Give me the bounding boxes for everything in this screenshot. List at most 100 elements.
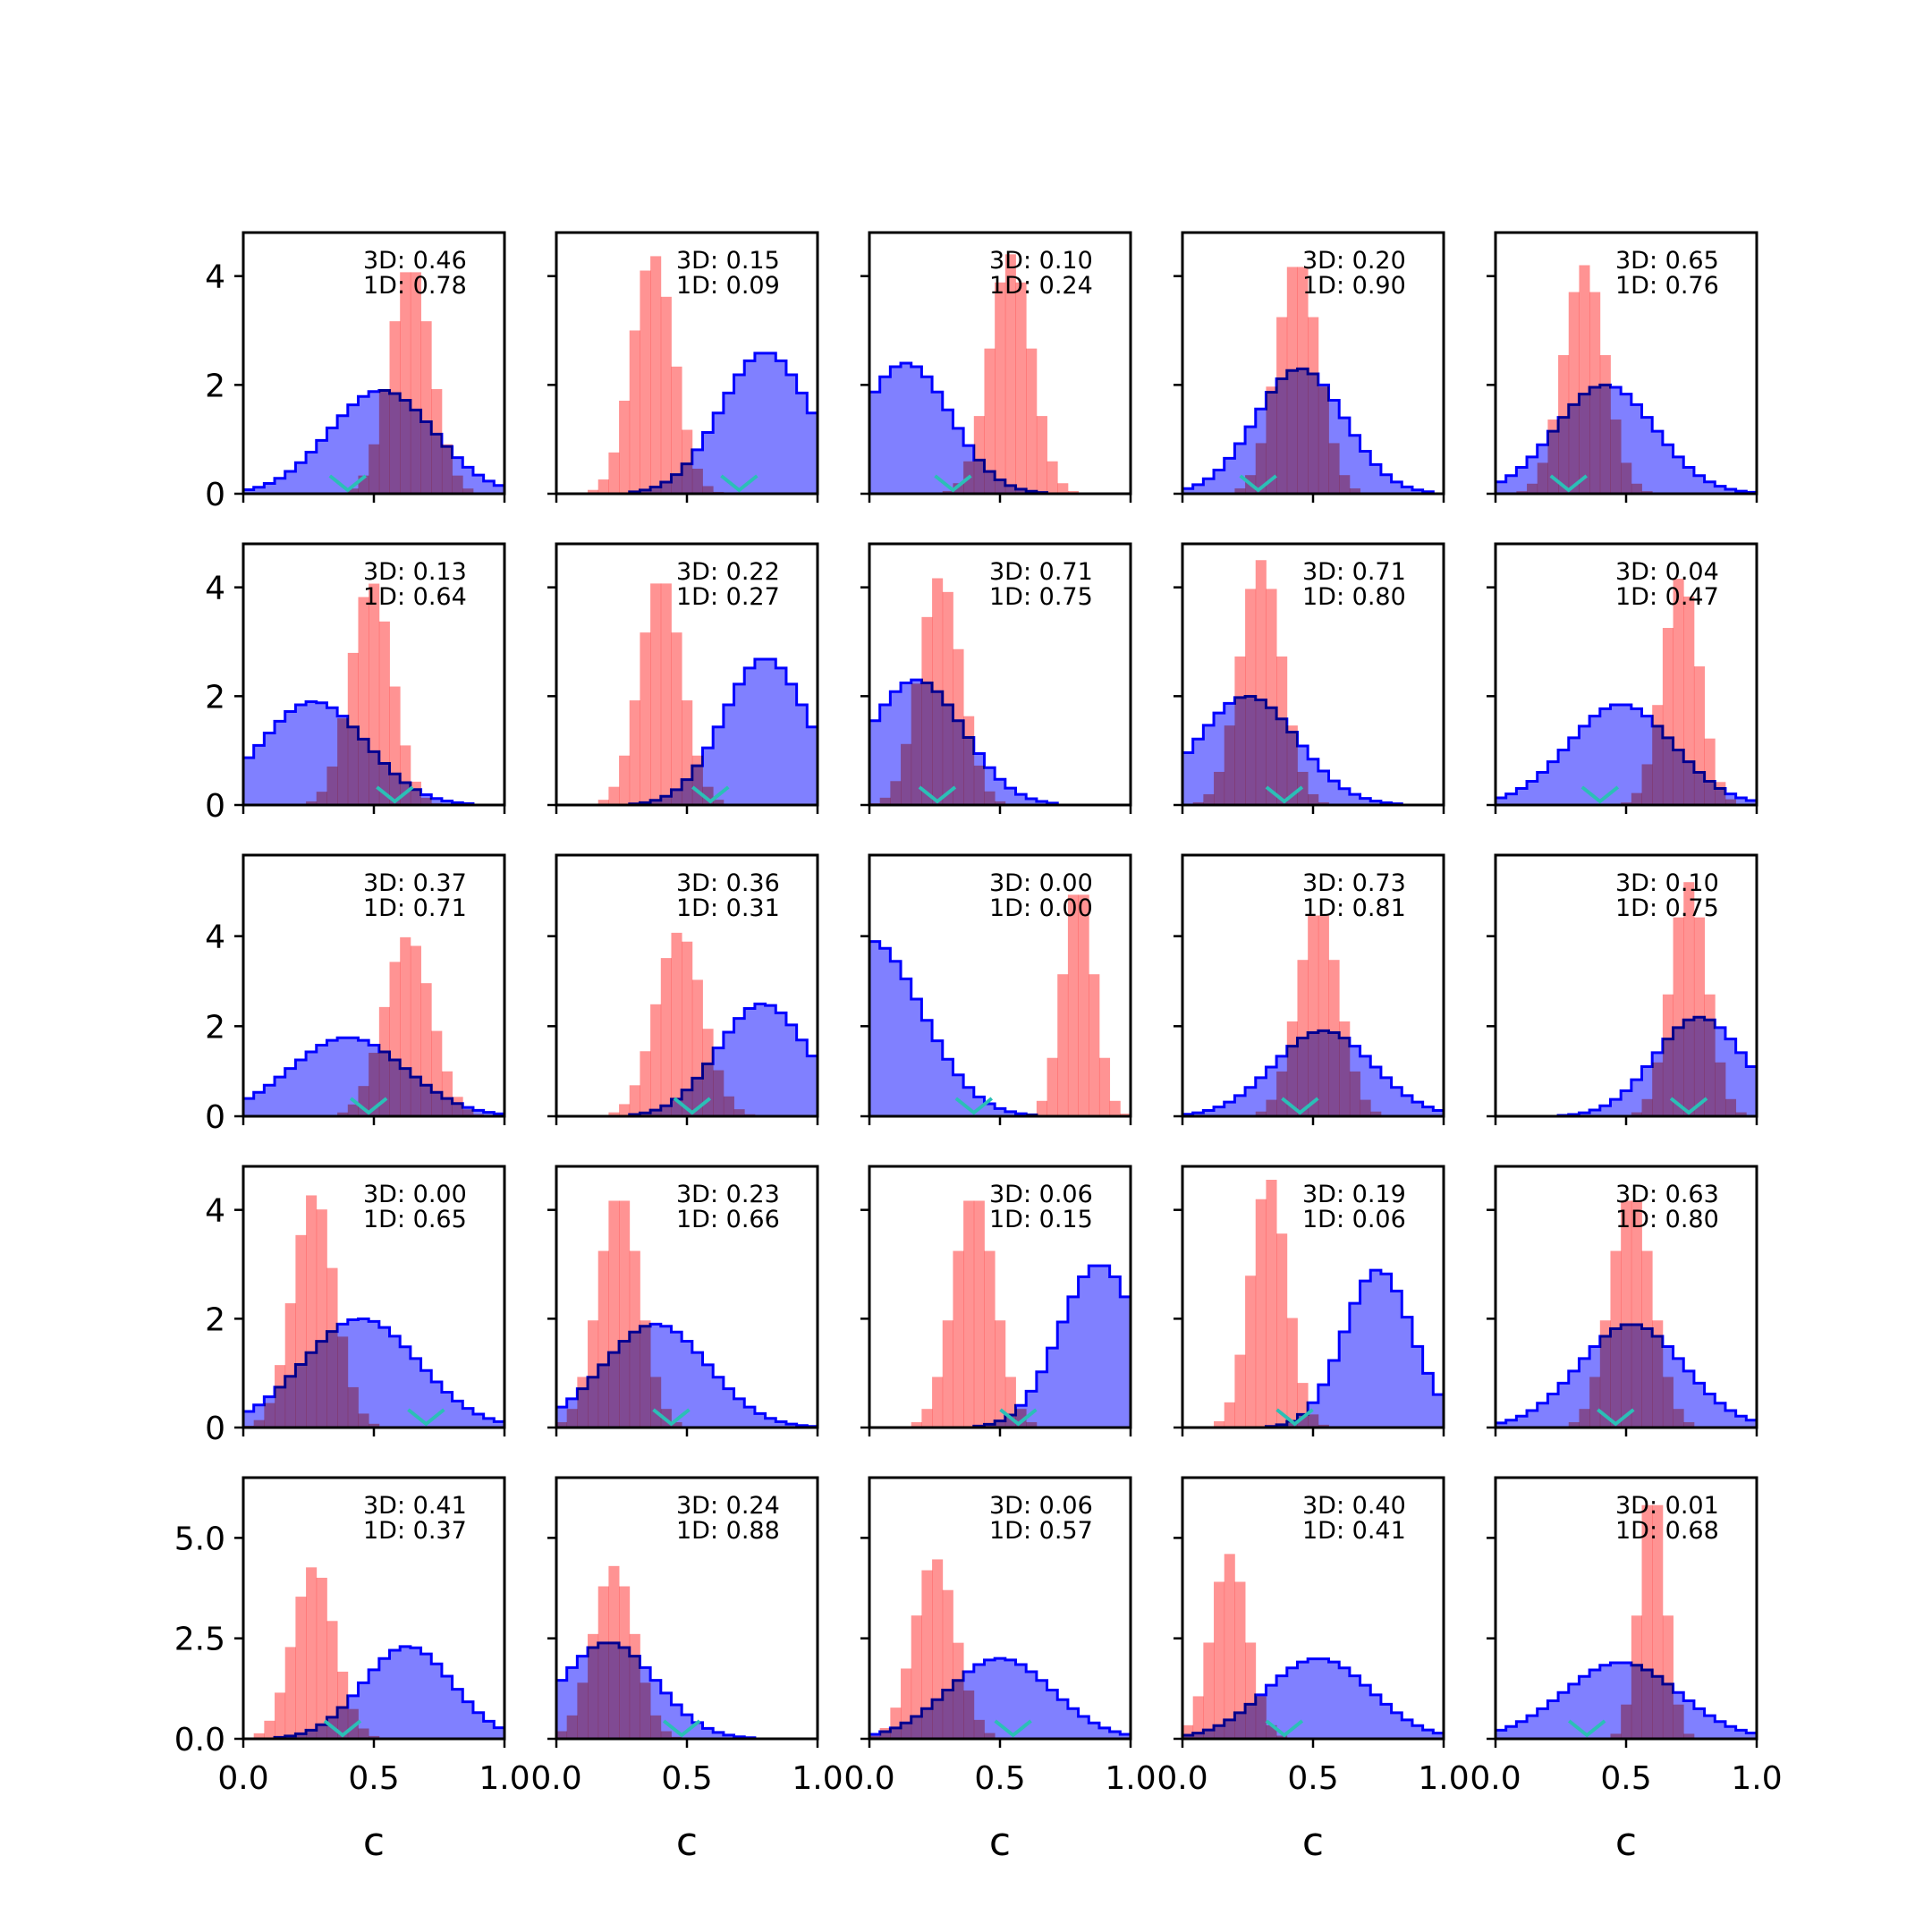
red-hist-bar (1276, 656, 1288, 805)
red-hist-bar (1662, 1615, 1674, 1739)
red-hist-bar (1182, 1724, 1194, 1739)
red-hist-bar (713, 800, 724, 805)
red-hist-bar (337, 1112, 349, 1116)
blue-hist-bar (264, 483, 275, 494)
red-hist-bar (702, 1029, 714, 1116)
blue-hist-bar (785, 1424, 798, 1428)
plot-area (243, 272, 504, 494)
red-hist-bar (1203, 793, 1215, 805)
red-hist-bar (942, 1320, 953, 1428)
red-hist-bar (650, 1377, 662, 1428)
x-tick-label: 0.5 (1287, 1760, 1338, 1797)
annotation-3d: 3D: 0.13 (363, 558, 467, 586)
red-hist-bar (953, 1642, 964, 1739)
red-hist-bar (901, 743, 912, 805)
y-tick-label: 0 (205, 477, 225, 513)
blue-hist-bar (723, 1388, 734, 1428)
blue-hist-bar (410, 1358, 421, 1428)
red-hist-bar (953, 1250, 964, 1428)
blue-hist-bar (796, 1039, 808, 1116)
blue-hist-bar (1422, 1373, 1434, 1428)
blue-hist-bar (441, 1675, 453, 1739)
red-hist-bar (619, 1104, 631, 1116)
red-hist-bar (1683, 1422, 1695, 1428)
red-hist-bar (1318, 915, 1329, 1116)
red-hist-bar (1693, 917, 1705, 1116)
blue-hist-bar (1182, 488, 1194, 494)
blue-hist-bar (1120, 1296, 1131, 1428)
red-hist-bar (1652, 1504, 1664, 1739)
blue-hist-bar (452, 1401, 463, 1428)
red-hist-bar (608, 1565, 620, 1739)
blue-hist-bar (1599, 1106, 1611, 1116)
annotation-1d: 1D: 0.90 (1302, 272, 1406, 300)
red-hist-bar (911, 683, 922, 805)
blue-hist-bar (1046, 1348, 1058, 1428)
blue-hist-bar (1433, 1394, 1444, 1428)
red-hist-bar (619, 755, 631, 805)
blue-hist-bar (1067, 1296, 1079, 1428)
red-hist-bar (556, 1422, 568, 1428)
x-tick-label: 0.0 (530, 1760, 581, 1797)
plot-area (869, 894, 1131, 1116)
blue-hist-bar (1214, 1106, 1225, 1116)
blue-hist-bar (890, 961, 902, 1116)
annotation-3d: 3D: 0.10 (1615, 869, 1719, 897)
red-hist-bar (410, 945, 421, 1116)
y-tick-label: 5.0 (174, 1521, 225, 1557)
blue-hist-bar (1558, 1383, 1570, 1428)
blue-hist-bar (1380, 474, 1392, 494)
blue-hist-bar (472, 1413, 485, 1428)
red-hist-bar (650, 1004, 662, 1116)
blue-hist-bar (337, 1038, 349, 1116)
red-hist-bar (420, 983, 432, 1116)
blue-hist-bar (494, 1421, 504, 1428)
blue-hist-bar (765, 352, 776, 494)
blue-hist-bar (1089, 1723, 1100, 1739)
red-hist-bar (1735, 1112, 1747, 1116)
red-hist-bar (1724, 799, 1737, 805)
blue-hist-bar (472, 1712, 485, 1739)
annotation-3d: 3D: 0.65 (1615, 247, 1719, 275)
red-hist-bar (1234, 488, 1246, 494)
red-hist-bar (358, 1413, 369, 1428)
x-tick-label: 1.0 (1105, 1760, 1156, 1797)
blue-hist-bar (1328, 1360, 1340, 1428)
red-hist-bar (619, 1200, 631, 1428)
blue-hist-bar (441, 1392, 453, 1428)
red-hist-bar (691, 469, 703, 494)
annotation-3d: 3D: 0.20 (1302, 247, 1406, 275)
red-hist-bar (963, 716, 975, 805)
red-hist-bar (1631, 1112, 1642, 1116)
blue-hist-bar (1496, 1730, 1507, 1739)
red-hist-bar (1046, 1057, 1058, 1116)
blue-hist-bar (1715, 1721, 1726, 1739)
red-hist-bar (347, 1708, 359, 1739)
red-hist-bar (921, 1570, 933, 1739)
blue-hist-bar (1380, 1704, 1392, 1739)
blue-hist-bar (1370, 801, 1382, 805)
red-hist-bar (1328, 443, 1340, 494)
blue-hist-bar (1631, 708, 1642, 805)
blue-hist-bar (723, 704, 734, 805)
red-hist-bar (1652, 705, 1664, 805)
blue-hist-bar (1328, 781, 1340, 805)
red-hist-bar (1266, 386, 1277, 494)
red-hist-bar (1214, 1581, 1225, 1739)
blue-hist-bar (1109, 1276, 1121, 1428)
annotation-1d: 1D: 0.81 (1302, 894, 1406, 922)
blue-hist-bar (660, 1692, 672, 1739)
red-hist-bar (1318, 801, 1329, 805)
red-hist-bar (1547, 419, 1559, 494)
blue-hist-bar (1026, 798, 1038, 805)
annotation-3d: 3D: 0.00 (363, 1181, 467, 1208)
blue-hist-bar (1036, 1680, 1047, 1739)
plot-area (1182, 560, 1444, 805)
x-tick-label: 1.0 (1418, 1760, 1469, 1797)
annotation-1d: 1D: 0.41 (1302, 1517, 1406, 1545)
blue-hist-bar (733, 374, 745, 494)
